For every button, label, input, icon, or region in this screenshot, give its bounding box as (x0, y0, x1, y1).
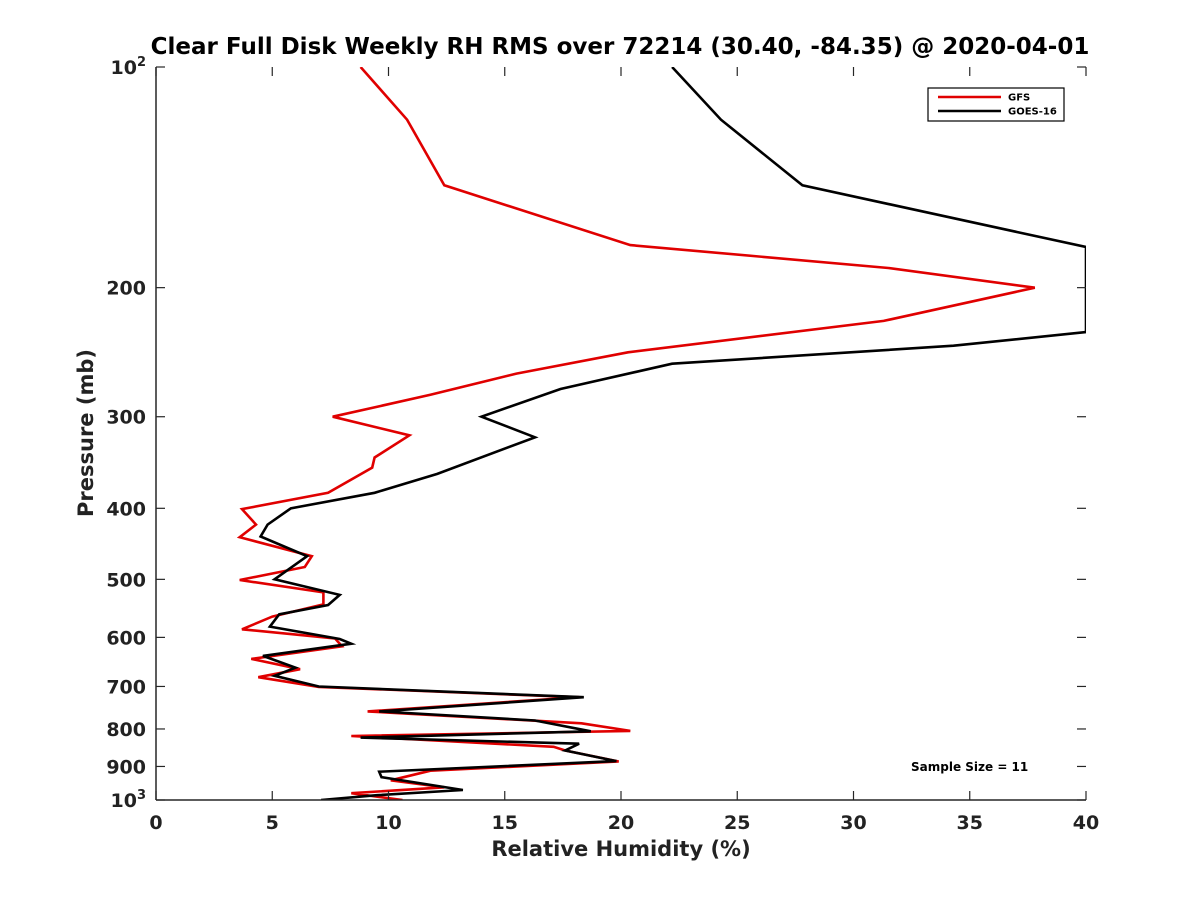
y-tick-label: 500 (106, 569, 146, 591)
y-tick-label: 102 (111, 55, 147, 79)
y-tick-label: 300 (106, 407, 146, 429)
chart-title: Clear Full Disk Weekly RH RMS over 72214… (151, 34, 1090, 60)
y-axis-label: Pressure (mb) (74, 349, 98, 517)
series-line-gfs (236, 67, 1036, 800)
y-tick-label: 103 (111, 788, 147, 812)
x-tick-label: 10 (375, 812, 401, 834)
legend-label-gfs: GFS (1008, 93, 1030, 104)
y-tick-label: 200 (106, 278, 146, 300)
x-axis-label: Relative Humidity (%) (491, 837, 750, 861)
x-tick-label: 35 (957, 812, 983, 834)
x-axis-ticks: 0 5 10 15 20 25 30 35 40 (149, 67, 1099, 834)
x-tick-label: 5 (266, 812, 279, 834)
x-tick-label: 30 (840, 812, 866, 834)
x-tick-label: 25 (724, 812, 750, 834)
y-tick-label: 900 (106, 756, 146, 778)
plot-area (156, 67, 1086, 800)
legend-box (927, 87, 1065, 122)
x-tick-label: 15 (492, 812, 518, 834)
legend-label-goes16: GOES-16 (1008, 107, 1057, 118)
sample-size-annotation: Sample Size = 11 (911, 760, 1028, 774)
x-tick-label: 20 (608, 812, 634, 834)
y-tick-label: 600 (106, 627, 146, 649)
x-tick-label: 0 (149, 812, 162, 834)
legend: GFS GOES-16 (927, 87, 1065, 122)
y-tick-label: 400 (106, 498, 146, 520)
series-line-goes16 (258, 67, 1086, 800)
x-tick-label: 40 (1073, 812, 1099, 834)
series-layer (236, 67, 1086, 800)
y-axis-ticks: 102 200 300 400 500 600 700 800 900 103 (106, 55, 1086, 812)
y-tick-label: 700 (106, 676, 146, 698)
y-tick-label: 800 (106, 719, 146, 741)
